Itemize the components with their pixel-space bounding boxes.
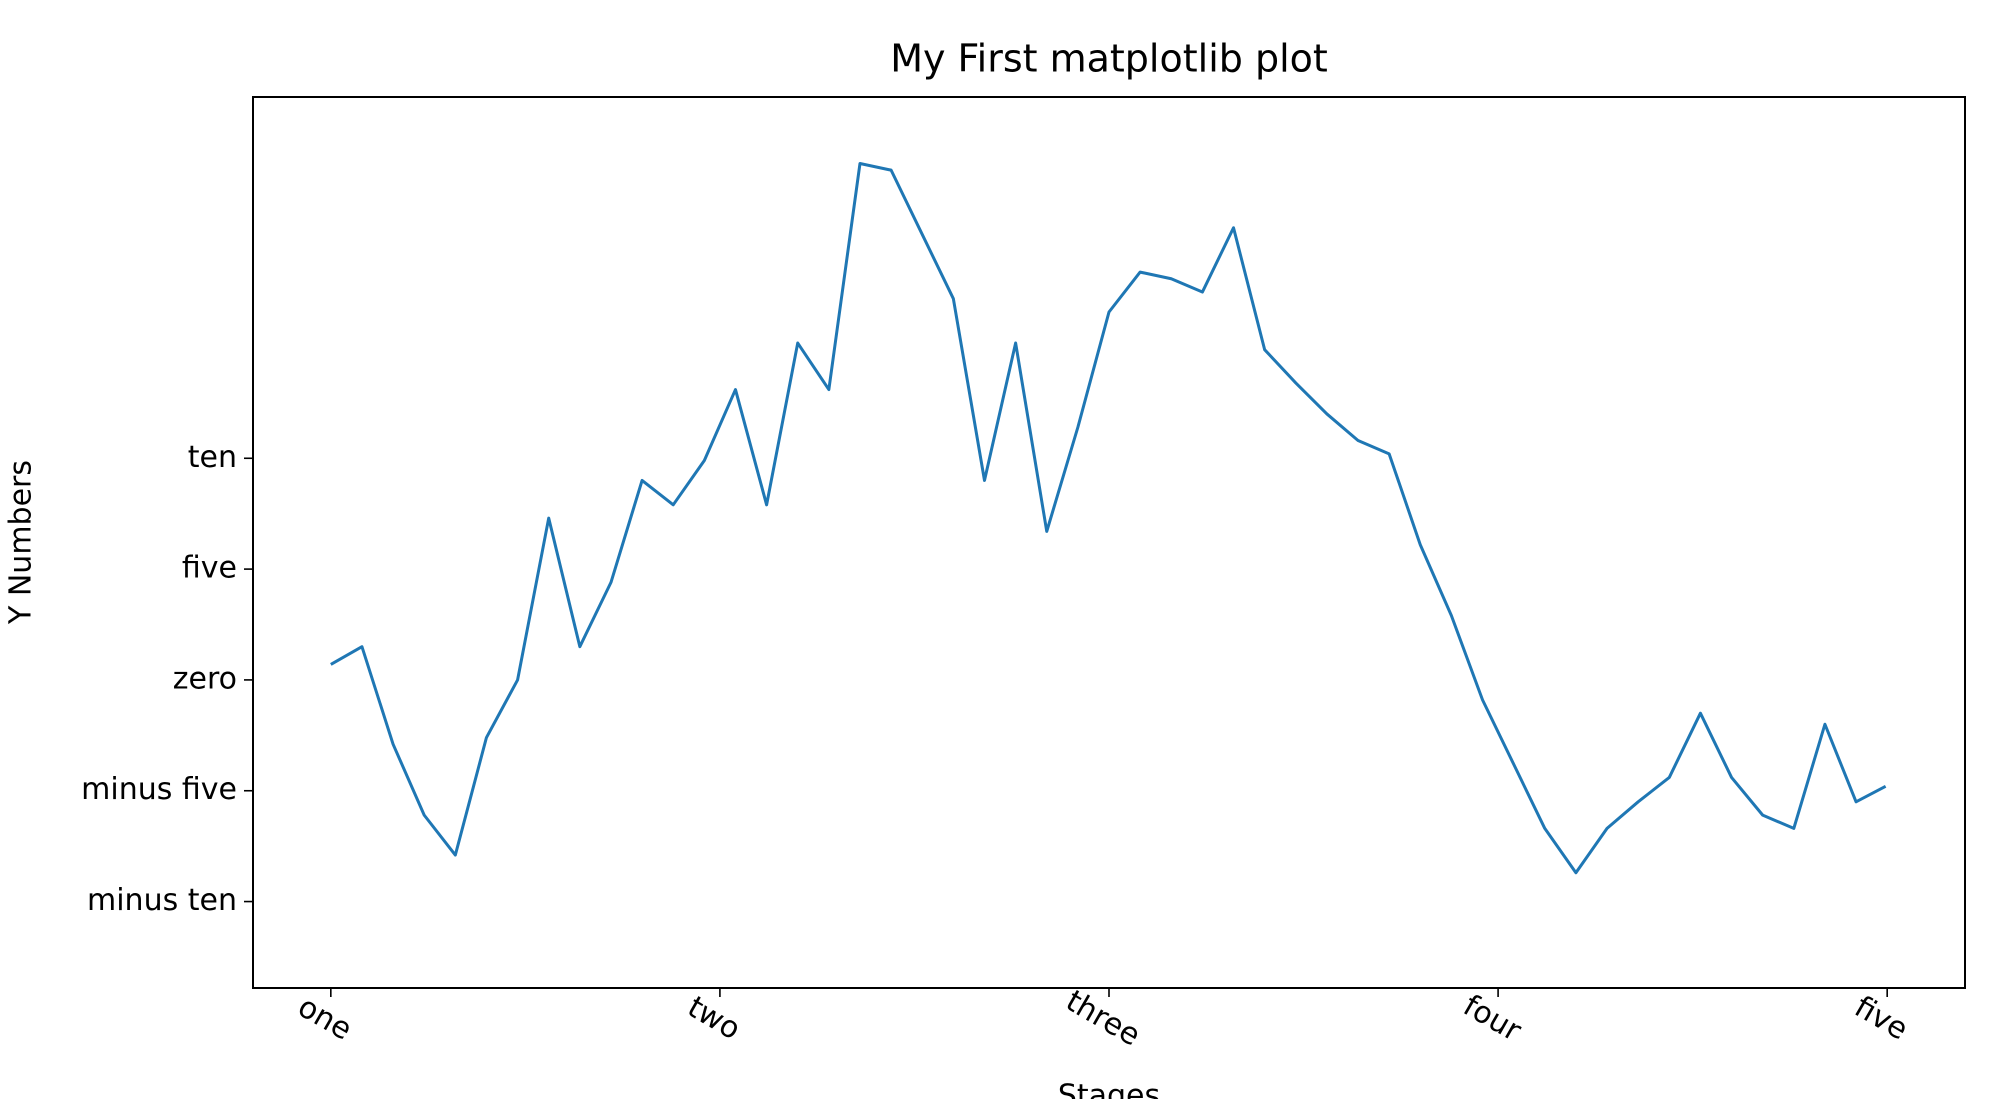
x-tick-label: three [1060,983,1146,1053]
plot-frame [252,96,1966,989]
y-axis-label: Y Numbers [4,460,39,625]
x-tick-label: five [1849,990,1914,1048]
y-tick-label: minus five [81,772,237,807]
chart-title: My First matplotlib plot [890,37,1328,81]
y-tick-label: five [182,551,237,586]
data-line [330,161,1887,875]
x-axis-label: Stages [1058,1079,1160,1099]
x-tick-label: four [1457,988,1527,1049]
y-tick-label: ten [188,440,237,475]
x-tick-label: two [681,990,746,1048]
x-tick-label: one [292,989,358,1047]
y-tick-label: minus ten [87,883,237,918]
y-tick-label: zero [173,661,237,696]
